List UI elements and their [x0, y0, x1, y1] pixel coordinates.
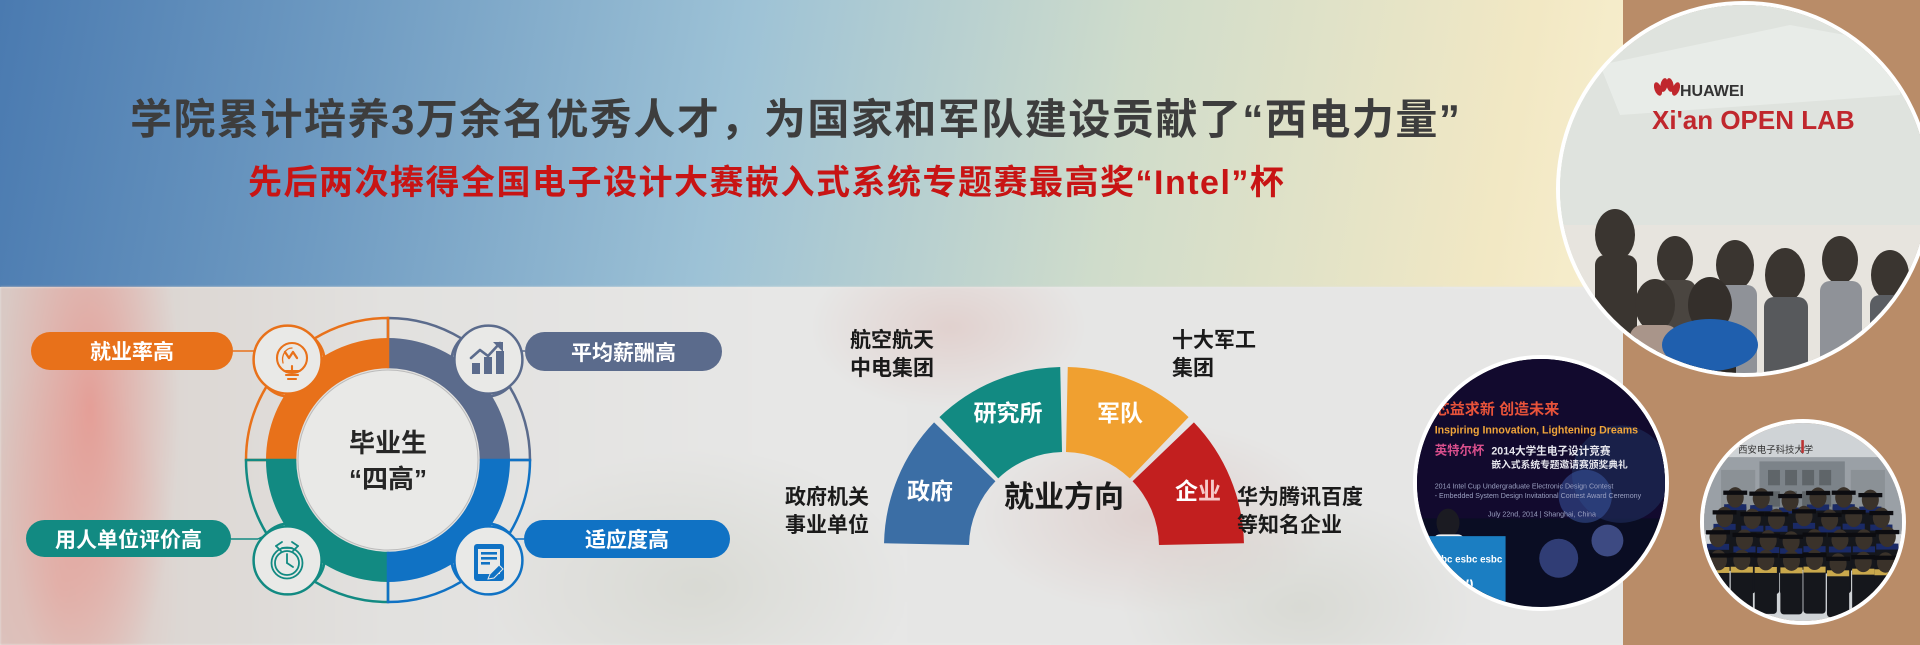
svg-text:HUAWEI: HUAWEI — [1680, 83, 1744, 100]
svg-text:英特尔杯: 英特尔杯 — [1435, 443, 1485, 458]
svg-text:- Embedded System Design Invit: - Embedded System Design Invitational Co… — [1435, 492, 1642, 500]
svg-text:就业方向: 就业方向 — [1004, 481, 1124, 514]
svg-text:July 22nd, 2014 | Shanghai,: July 22nd, 2014 | Shanghai, China — [1488, 511, 1596, 519]
svg-text:芯益求新 创造未来: 芯益求新 创造未来 — [1435, 400, 1560, 418]
svg-text:企业: 企业 — [1175, 478, 1221, 504]
svg-text:毕业生: 毕业生 — [349, 428, 427, 458]
svg-text:2014 Intel Cup Undergraduate E: 2014 Intel Cup Undergraduate Electronic … — [1435, 482, 1614, 490]
svg-text:政府: 政府 — [907, 478, 953, 504]
svg-text:军队: 军队 — [1097, 400, 1143, 426]
svg-text:“四高”: “四高” — [349, 464, 427, 494]
svg-text:嵌入式系统专题邀请赛颁奖典礼: 嵌入式系统专题邀请赛颁奖典礼 — [1491, 458, 1628, 471]
svg-text:研究所: 研究所 — [974, 400, 1043, 426]
svg-text:Inspiring Innovation, Lighteni: Inspiring Innovation, Lightening Dreams — [1435, 424, 1638, 436]
svg-text:2014大学生电子设计竞赛: 2014大学生电子设计竞赛 — [1491, 445, 1610, 458]
svg-text:Xi'an OPEN LAB: Xi'an OPEN LAB — [1652, 105, 1855, 135]
